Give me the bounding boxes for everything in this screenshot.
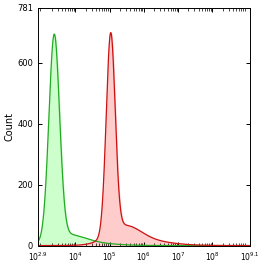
Y-axis label: Count: Count [4, 112, 14, 141]
